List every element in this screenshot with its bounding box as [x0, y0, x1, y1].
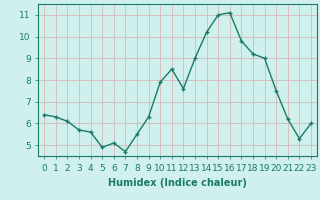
- X-axis label: Humidex (Indice chaleur): Humidex (Indice chaleur): [108, 178, 247, 188]
